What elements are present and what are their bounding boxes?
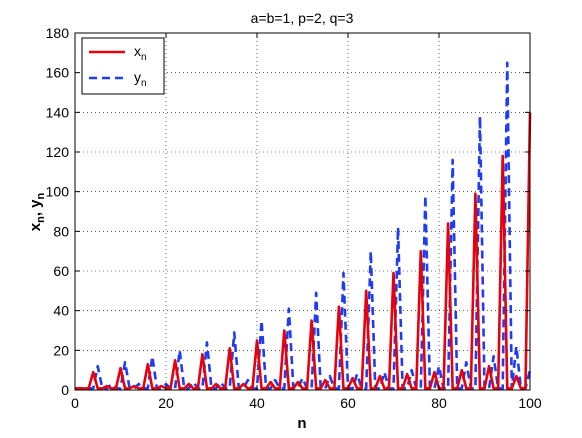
x-tick-label: 20 (158, 395, 174, 411)
x-tick-label: 0 (71, 395, 79, 411)
y-tick-label: 160 (46, 65, 70, 81)
legend-box (81, 37, 165, 95)
y-axis-title: xn, yn (27, 192, 47, 231)
y-tick-label: 80 (53, 223, 69, 239)
legend-label-x: xn (134, 43, 147, 63)
x-tick-label: 40 (249, 395, 265, 411)
series-line-x (75, 112, 532, 390)
svg-text:xn, yn: xn, yn (27, 192, 47, 231)
y-tick-label: 140 (46, 104, 70, 120)
y-tick-label: 100 (46, 184, 70, 200)
legend: xn yn (81, 37, 165, 95)
y-tick-label: 180 (46, 25, 70, 41)
y-axis-title-x: x (27, 222, 44, 231)
x-tick-label: 80 (431, 395, 447, 411)
x-axis-title: n (297, 415, 306, 432)
series-line-y (75, 61, 532, 390)
y-tick-label: 60 (53, 263, 69, 279)
legend-label-y: yn (134, 69, 147, 89)
ticks: 0 20 40 60 80 100 0 20 40 60 80 100 120 140 160 180 (46, 25, 542, 411)
y-axis-title-y-sub: n (35, 192, 47, 199)
y-axis-title-y: y (27, 199, 44, 208)
y-tick-label: 0 (61, 382, 69, 398)
y-tick-label: 120 (46, 144, 70, 160)
series-layer (75, 61, 532, 390)
y-axis-title-x-sub: n (35, 216, 47, 223)
chart-title: a=b=1, p=2, q=3 (251, 10, 354, 26)
y-axis-title-sep: , (27, 208, 44, 216)
x-tick-label: 60 (340, 395, 356, 411)
plot-frame (74, 32, 531, 391)
y-tick-label: 40 (53, 303, 69, 319)
x-tick-label: 100 (518, 395, 542, 411)
y-tick-label: 20 (53, 342, 69, 358)
